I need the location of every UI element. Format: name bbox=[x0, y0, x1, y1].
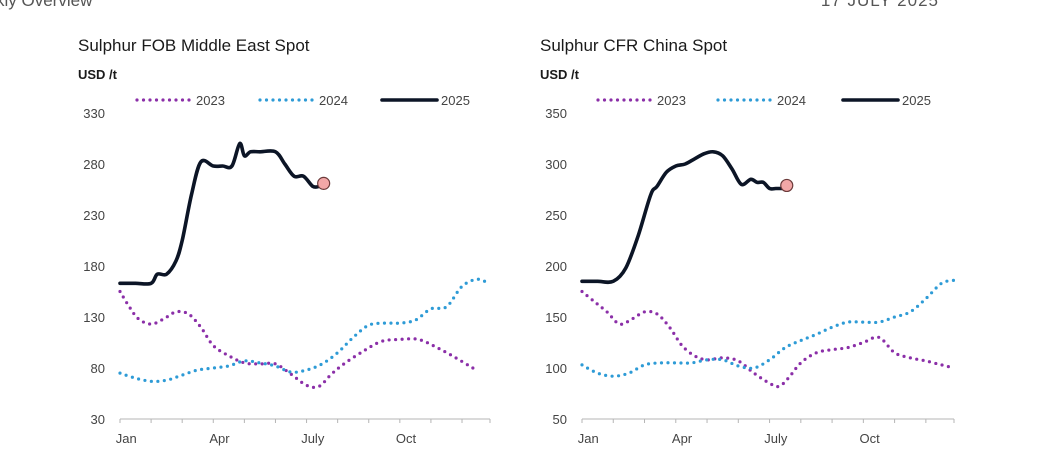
x-tick-label: July bbox=[764, 431, 788, 446]
chart-cfr-china: Sulphur CFR China Spot USD /t 2023 2024 2025… bbox=[540, 36, 956, 446]
y-tick-label: 300 bbox=[545, 157, 567, 172]
latest-value-marker bbox=[317, 176, 331, 190]
legend-label-2024: 2024 bbox=[777, 93, 806, 108]
y-tick-label: 150 bbox=[545, 310, 567, 325]
y-tick-label: 330 bbox=[83, 106, 105, 121]
series-line-2025 bbox=[580, 149, 784, 285]
y-tick-label: 250 bbox=[545, 208, 567, 223]
y-tick-label: 130 bbox=[83, 310, 105, 325]
series-line-2023 bbox=[580, 289, 956, 389]
y-tick-label: 280 bbox=[83, 157, 105, 172]
legend-label-2023: 2023 bbox=[657, 93, 686, 108]
legend-label-2025: 2025 bbox=[441, 93, 470, 108]
y-tick-label: 350 bbox=[545, 106, 567, 121]
y-tick-label: 230 bbox=[83, 208, 105, 223]
chart-title: Sulphur FOB Middle East Spot bbox=[78, 36, 310, 55]
latest-value-marker bbox=[780, 178, 794, 193]
legend-label-2025: 2025 bbox=[902, 93, 931, 108]
x-tick-label: Oct bbox=[396, 431, 417, 446]
y-tick-label: 80 bbox=[91, 361, 105, 376]
series-line-2024 bbox=[580, 278, 956, 378]
legend-label-2023: 2023 bbox=[196, 93, 225, 108]
legend-label-2024: 2024 bbox=[319, 93, 348, 108]
y-tick-label: 200 bbox=[545, 259, 567, 274]
y-tick-label: 180 bbox=[83, 259, 105, 274]
series-line-2024 bbox=[118, 277, 492, 384]
report-header-date: 17 JULY 2025 bbox=[820, 0, 939, 10]
chart-fob-middle-east: Sulphur FOB Middle East Spot USD /t 2023 20… bbox=[78, 36, 492, 446]
y-tick-label: 30 bbox=[91, 412, 105, 427]
x-tick-label: Oct bbox=[859, 431, 880, 446]
x-tick-label: Apr bbox=[209, 431, 230, 446]
x-tick-label: July bbox=[301, 431, 325, 446]
x-tick-label: Jan bbox=[578, 431, 599, 446]
series-line-2025 bbox=[118, 141, 321, 286]
chart-title: Sulphur CFR China Spot bbox=[540, 36, 727, 55]
x-tick-label: Jan bbox=[116, 431, 137, 446]
report-header-title: kly Overview bbox=[0, 0, 93, 10]
y-axis-unit-label: USD /t bbox=[540, 67, 580, 82]
y-tick-label: 50 bbox=[553, 412, 567, 427]
y-axis-unit-label: USD /t bbox=[78, 67, 118, 82]
series-line-2023 bbox=[118, 289, 477, 389]
y-tick-label: 100 bbox=[545, 361, 567, 376]
x-tick-label: Apr bbox=[672, 431, 693, 446]
